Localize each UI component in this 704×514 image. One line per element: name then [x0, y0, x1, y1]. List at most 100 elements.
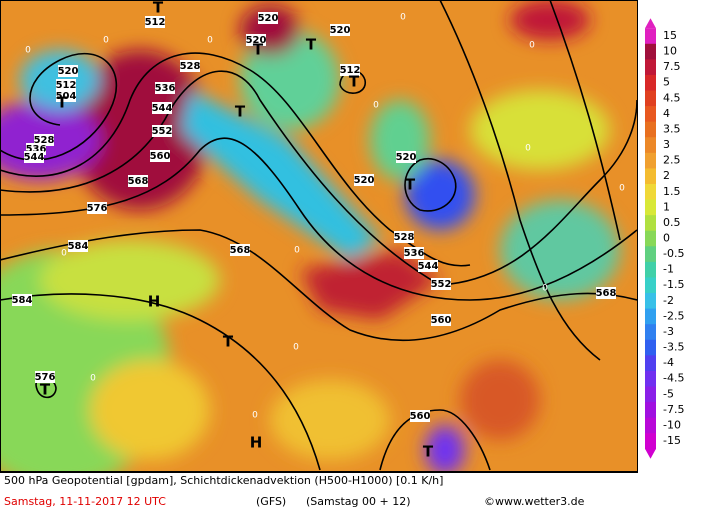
colorbar-cell: [645, 246, 656, 263]
colorbar-label: 0: [663, 232, 670, 245]
contour-label: 536: [155, 83, 176, 94]
colorbar-label: -10: [663, 418, 681, 431]
colorbar-label: 2.5: [663, 154, 681, 167]
contour-label: 0: [619, 184, 625, 194]
contour-label: 0: [294, 246, 300, 256]
label-bg: [155, 82, 175, 94]
footer-title: 500 hPa Geopotential [gpdam], Schichtdic…: [4, 474, 444, 487]
colorbar-label: -1.5: [663, 278, 684, 291]
map-frame: [0, 0, 638, 472]
label-bg: [68, 240, 88, 252]
map: 15 10 7.5 5 4.5 4 3.5 3 2.5 2 1.5 1 0.5 0 -0.5 -1 -1.5 -2…: [0, 0, 684, 472]
colorbar-label: -2: [663, 294, 674, 307]
contour-label: 576: [35, 372, 56, 383]
colorbar-cell: [645, 417, 656, 434]
contour-label: 0: [400, 13, 406, 23]
contour-label: 0: [529, 41, 535, 51]
pressure-center: T: [405, 176, 416, 194]
label-bg: [24, 151, 44, 163]
footer-model: (GFS): [256, 495, 287, 508]
colorbar-cell: [645, 230, 656, 247]
colorbar-label: 5: [663, 76, 670, 89]
label-bg: [431, 314, 451, 326]
colorbar-label: -3.5: [663, 341, 684, 354]
colorbar-cell: [645, 90, 656, 107]
contour-label: 0: [542, 284, 548, 294]
contour-label: 576: [87, 203, 108, 214]
contour-label: 520: [354, 175, 375, 186]
contour-label: 0: [90, 374, 96, 384]
label-bg: [340, 64, 360, 76]
colorbar-label: 3: [663, 138, 670, 151]
colorbar-label: 10: [663, 45, 677, 58]
label-bg: [410, 410, 430, 422]
pressure-center: T: [57, 94, 68, 112]
pressure-center: T: [423, 443, 434, 461]
contour-label: 544: [418, 261, 439, 272]
colorbar-cell: [645, 370, 656, 387]
colorbar-cell: [645, 43, 656, 60]
colorbar-label: -4: [663, 356, 674, 369]
colorbar-cell: [645, 59, 656, 76]
contour-label: 528: [34, 135, 55, 146]
colorbar-cap: [645, 448, 656, 459]
contours: [0, 0, 637, 471]
pressure-center: T: [306, 36, 317, 54]
pressure-center: T: [40, 381, 51, 399]
colorbar-cell: [645, 183, 656, 201]
colorbar-label: 7.5: [663, 60, 681, 73]
contour-label: 520: [58, 66, 79, 77]
colorbar-cell: [645, 355, 656, 372]
colorbar-label: 2: [663, 169, 670, 182]
contour-label: 560: [150, 151, 171, 162]
pressure-center: T: [349, 73, 360, 91]
colorbar-cell: [645, 433, 656, 450]
pressure-center: T: [235, 103, 246, 121]
colorbar-cell: [645, 152, 656, 169]
label-bg: [180, 60, 200, 72]
label-bg: [394, 231, 414, 243]
colorbar-cell: [645, 74, 656, 92]
label-bg: [258, 12, 278, 24]
colorbar-label: -15: [663, 434, 681, 447]
label-bg: [56, 79, 76, 91]
colorbar-label: 1.5: [663, 185, 681, 198]
contour-label: 0: [373, 101, 379, 111]
colorbar-cell: [645, 106, 656, 123]
label-bg: [230, 244, 250, 256]
label-bg: [246, 34, 266, 46]
colorbar-cell: [645, 324, 656, 341]
colorbar-label: 4.5: [663, 91, 681, 104]
colorbar-cell: [645, 137, 656, 154]
colorbar-cell: [645, 215, 656, 232]
colorbar-label: 0.5: [663, 216, 681, 229]
contour-label: 568: [596, 288, 617, 299]
label-bg: [87, 202, 107, 214]
contour-label: 520: [396, 152, 417, 163]
colorbar-cell: [645, 402, 656, 419]
colorbar-cell: [645, 28, 656, 45]
contour-label: 0: [61, 249, 67, 259]
colorbar-label: -3: [663, 325, 674, 338]
colorbar-cap: [645, 18, 656, 29]
footer: 500 hPa Geopotential [gpdam], Schichtdic…: [0, 472, 638, 514]
colorbar-label: 4: [663, 107, 670, 120]
contour-label: 544: [24, 152, 45, 163]
label-bg: [431, 278, 451, 290]
contour-label: 536: [26, 144, 47, 155]
field: [0, 0, 637, 471]
colorbar-label: -4.5: [663, 372, 684, 385]
colorbar-cell: [645, 199, 656, 216]
pressure-center: T: [253, 41, 264, 59]
label-bg: [152, 102, 172, 114]
colorbar-label: 3.5: [663, 122, 681, 135]
contour-label: 560: [431, 315, 452, 326]
colorbar-cell: [645, 121, 656, 138]
colorbar-label: -7.5: [663, 403, 684, 416]
contour-label: 520: [330, 25, 351, 36]
colorbar-label: -5: [663, 387, 674, 400]
pressure-center: T: [153, 0, 164, 17]
colorbar-label: -0.5: [663, 247, 684, 260]
contour-label: 528: [180, 61, 201, 72]
